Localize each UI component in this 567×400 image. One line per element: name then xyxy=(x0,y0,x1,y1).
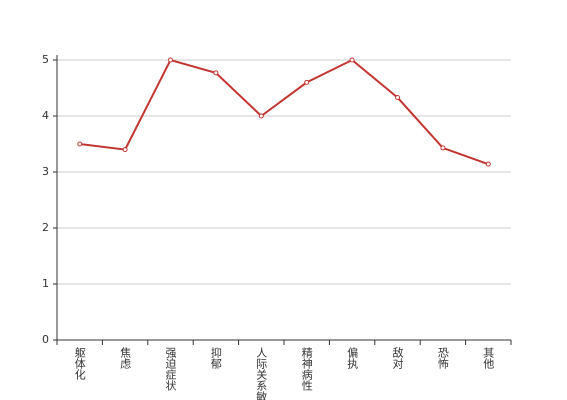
point xyxy=(213,70,219,76)
y-tick-label: 5 xyxy=(42,53,49,66)
x-tick-label: 敌对 xyxy=(391,346,404,369)
x-tick-label: 抑郁 xyxy=(209,346,222,369)
x-tick-label: 精神病性 xyxy=(300,347,313,392)
x-tick-label: 其他 xyxy=(482,347,495,369)
point xyxy=(122,147,128,153)
y-tick-label: 0 xyxy=(42,333,49,346)
point xyxy=(304,79,310,85)
point xyxy=(77,141,83,147)
point xyxy=(168,57,173,63)
y-tick-label: 3 xyxy=(42,165,49,178)
x-tick-label: 偏执 xyxy=(346,346,359,370)
point xyxy=(440,145,446,151)
point xyxy=(258,113,264,119)
point xyxy=(485,161,491,167)
x-tick-label: 躯体化 xyxy=(73,347,86,381)
line xyxy=(79,58,489,166)
x-tick-label: 恐怖 xyxy=(436,347,449,369)
x-tick-label: 强迫症状 xyxy=(164,347,177,391)
y-tick-label: 2 xyxy=(42,221,49,234)
point xyxy=(395,95,400,101)
point xyxy=(349,57,355,63)
y-tick-label: 1 xyxy=(42,277,49,290)
y-tick-label: 4 xyxy=(42,109,49,122)
x-tick-label: 焦虑 xyxy=(119,347,132,369)
x-tick-label: 人际关系敏感 xyxy=(255,347,268,400)
